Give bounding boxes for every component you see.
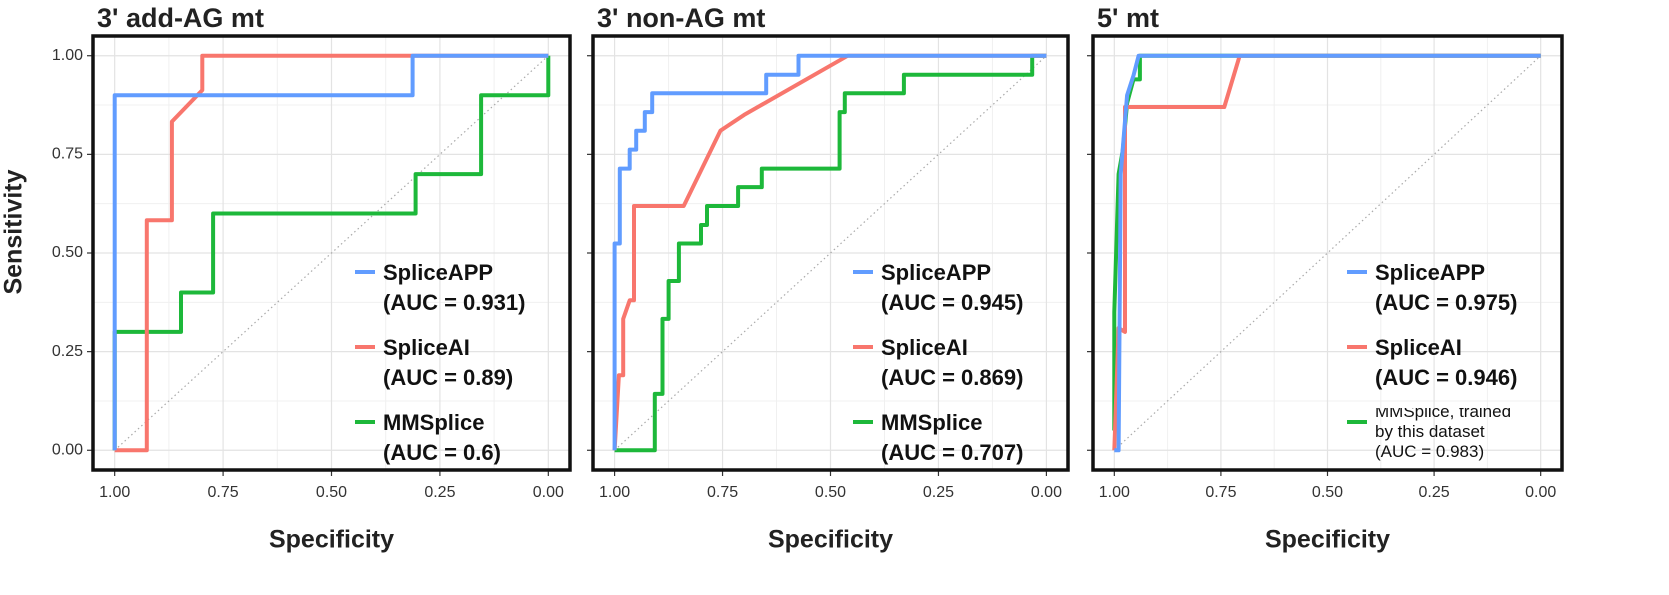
legend-entry: SpliceAI (AUC = 0.869) [881, 333, 1071, 393]
legend-entry: MMSplice (AUC = 0.6) [383, 408, 573, 468]
legend-text: MMSplice (AUC = 0.707) [881, 408, 1071, 468]
legend-auc: (AUC = 0.945) [881, 290, 1024, 315]
x-axis-label: Specificity [768, 526, 893, 554]
plot-frame [91, 34, 572, 472]
legend-entry: MMSplice, trained by this dataset(AUC = … [1375, 408, 1565, 462]
roc-curve [114, 53, 549, 453]
roc-curve [112, 55, 551, 451]
x-tick-label: 0.25 [1419, 484, 1450, 501]
legend-text: SpliceAI (AUC = 0.89) [383, 333, 573, 393]
x-tick-label: 0.00 [1525, 484, 1556, 501]
legend-entry: SpliceAI (AUC = 0.946) [1375, 333, 1565, 393]
plot-frame [591, 34, 1070, 472]
y-axis-label: Sensitivity [0, 169, 28, 294]
legend-text: SpliceAI (AUC = 0.946) [1375, 333, 1565, 393]
legend-auc: (AUC = 0.983) [1375, 442, 1485, 461]
y-tick-label: 0.50 [52, 244, 83, 261]
panel-title: 3' add-AG mt [97, 3, 264, 33]
legend-name: MMSplice [881, 410, 983, 435]
x-tick-label: 0.00 [533, 484, 564, 501]
legend-auc: (AUC = 0.707) [881, 440, 1024, 465]
legend-text: MMSplice, trained by this dataset (AUC = … [1375, 408, 1565, 462]
x-tick-label: 0.50 [316, 484, 347, 501]
x-tick-label: 0.75 [1205, 484, 1236, 501]
roc-curve [1114, 53, 1541, 453]
y-tick-label: 0.00 [52, 441, 83, 458]
x-tick-label: 1.00 [1099, 484, 1130, 501]
y-tick-label: 1.00 [52, 47, 83, 64]
legend-entry: SpliceAI (AUC = 0.89) [383, 333, 573, 393]
legend-auc: (AUC = 0.975) [1375, 290, 1518, 315]
x-axis-label: Specificity [1265, 526, 1390, 554]
legend-name: SpliceAPP [383, 260, 494, 285]
legend-text: SpliceAPP (AUC = 0.931) [383, 258, 573, 318]
legend-name: MMSplice [383, 410, 485, 435]
panel-title: 3' non-AG mt [597, 3, 765, 33]
roc-curve [614, 53, 1047, 453]
y-tick-label: 0.25 [52, 343, 83, 360]
x-axis-label: Specificity [269, 526, 394, 554]
legend-entry: MMSplice (AUC = 0.707) [881, 408, 1071, 468]
x-tick-label: 0.50 [1312, 484, 1343, 501]
legend-name: SpliceAPP [1375, 260, 1486, 285]
reference-diagonal [614, 55, 1047, 451]
legend-auc: (AUC = 0.946) [1375, 365, 1518, 390]
legend-auc: (AUC = 0.931) [383, 290, 526, 315]
x-tick-label: 0.50 [815, 484, 846, 501]
plot-frame [1091, 34, 1564, 472]
legend-entry: SpliceAPP (AUC = 0.975) [1375, 258, 1565, 318]
y-tick-label: 0.75 [52, 146, 83, 163]
x-tick-label: 0.75 [707, 484, 738, 501]
panel-title: 5' mt [1097, 3, 1159, 33]
legend-entry: SpliceAPP (AUC = 0.931) [383, 258, 573, 318]
x-tick-label: 1.00 [599, 484, 630, 501]
legend-auc: (AUC = 0.869) [881, 365, 1024, 390]
legend-auc: (AUC = 0.89) [383, 365, 514, 390]
legend-text: SpliceAPP (AUC = 0.975) [1375, 258, 1565, 318]
roc-curve [612, 53, 1047, 451]
x-tick-label: 0.25 [424, 484, 455, 501]
legend-auc: (AUC = 0.6) [383, 440, 501, 465]
roc-curve [612, 53, 1047, 451]
legend-text: SpliceAPP (AUC = 0.945) [881, 258, 1071, 318]
roc-curve [112, 53, 549, 451]
legend-name: SpliceAI [1375, 335, 1462, 360]
legend-entry: SpliceAPP (AUC = 0.945) [881, 258, 1071, 318]
legend-text: MMSplice (AUC = 0.6) [383, 408, 573, 468]
reference-diagonal [114, 55, 549, 451]
legend-name: SpliceAPP [881, 260, 992, 285]
legend-text: SpliceAI (AUC = 0.869) [881, 333, 1071, 393]
x-tick-label: 1.00 [99, 484, 130, 501]
x-tick-label: 0.25 [923, 484, 954, 501]
x-tick-label: 0.00 [1031, 484, 1062, 501]
legend-name: MMSplice, trained by this dataset [1375, 408, 1512, 441]
x-tick-label: 0.75 [208, 484, 239, 501]
legend-name: SpliceAI [383, 335, 470, 360]
legend-name: SpliceAI [881, 335, 968, 360]
